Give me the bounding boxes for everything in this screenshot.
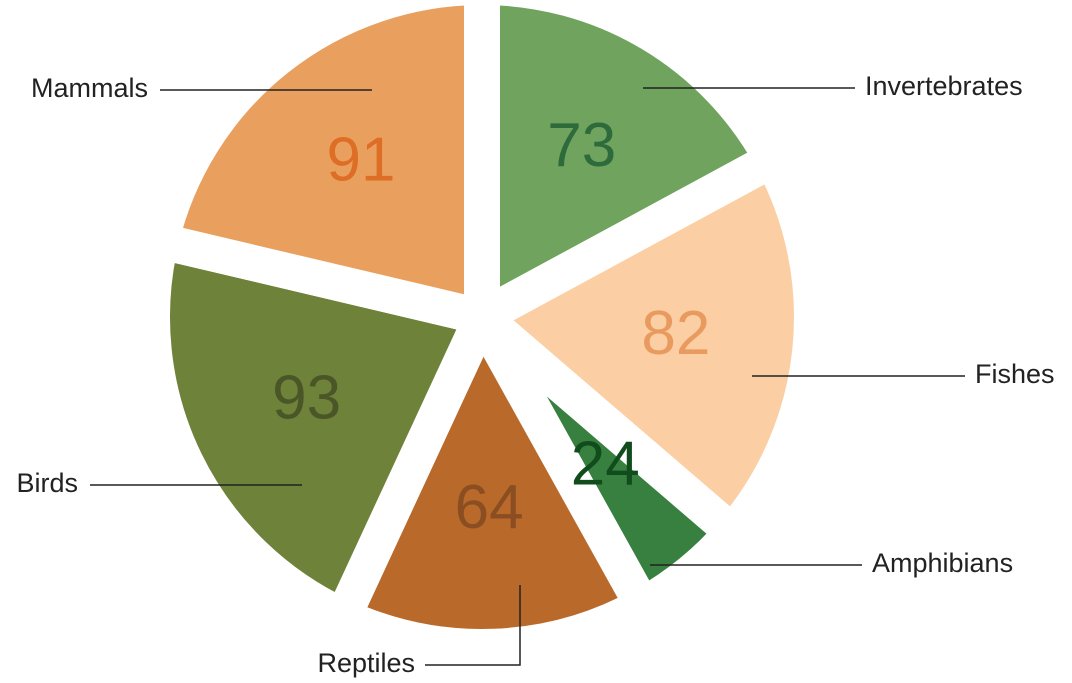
category-label: Reptiles [317, 648, 415, 678]
category-label: Amphibians [872, 548, 1013, 578]
category-label: Invertebrates [865, 71, 1023, 101]
value-label: 93 [272, 364, 341, 433]
value-label: 91 [326, 125, 395, 194]
value-label: 24 [571, 429, 640, 498]
pie-slice [319, 277, 667, 665]
pie-slice [464, 0, 797, 348]
value-label: 64 [455, 473, 524, 542]
value-label: 73 [547, 111, 616, 180]
value-label: 82 [641, 299, 710, 368]
category-label: Mammals [31, 73, 148, 103]
pie-slice [450, 135, 830, 558]
category-label: Fishes [975, 359, 1055, 389]
category-label: Birds [16, 468, 78, 498]
pie-slice [134, 219, 508, 641]
pie-slice [139, 0, 500, 340]
leader-line [425, 585, 521, 666]
